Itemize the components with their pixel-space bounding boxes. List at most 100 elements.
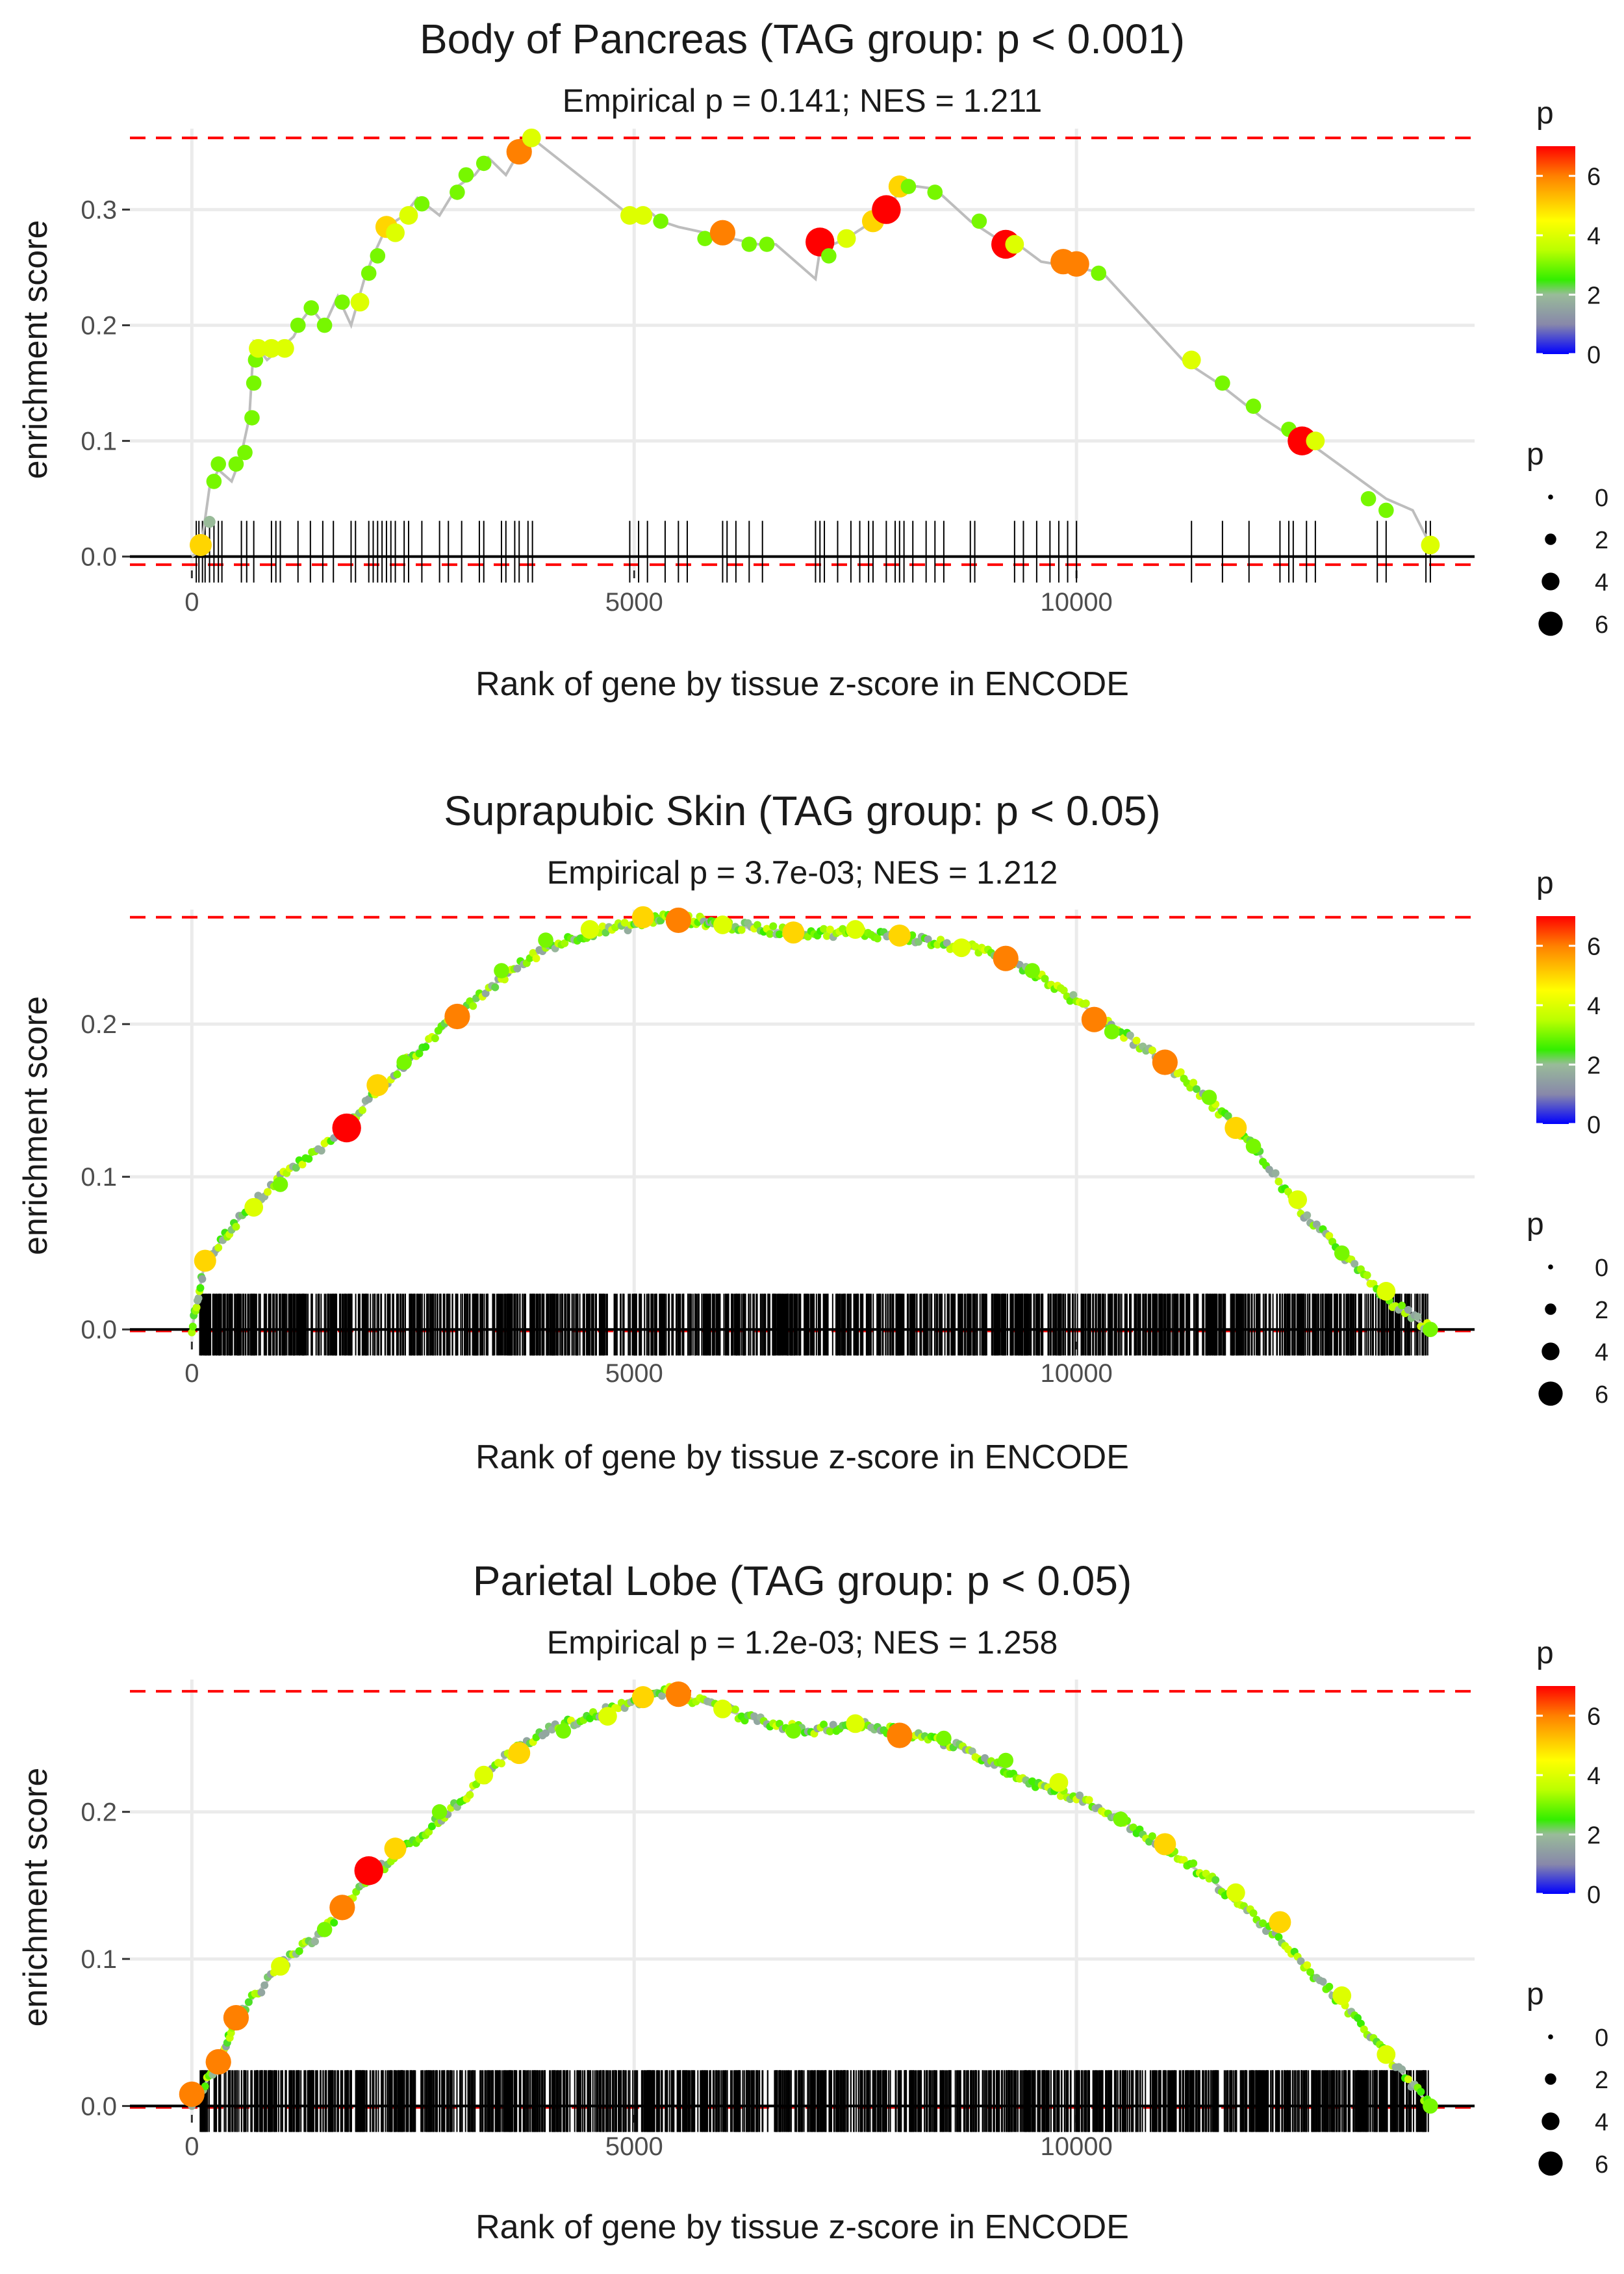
size-legend-label: 6 [1595, 2151, 1608, 2178]
curve-point [1404, 1305, 1412, 1314]
x-axis-title: Rank of gene by tissue z-score in ENCODE [476, 1438, 1129, 1476]
curve-point [1066, 997, 1074, 1005]
curve-point [775, 930, 783, 938]
y-tick-label: 0.3 [81, 196, 117, 225]
gene-point [1245, 1138, 1262, 1155]
curve-point [188, 1328, 196, 1336]
gene-point [633, 206, 653, 225]
y-tick-label: 0.0 [81, 2092, 117, 2121]
gene-point [1377, 2045, 1396, 2064]
gene-point [971, 213, 987, 229]
chart-subtitle: Empirical p = 3.7e-03; NES = 1.212 [547, 854, 1058, 891]
gene-point [1245, 398, 1262, 415]
gene-point [246, 375, 262, 391]
curve-point [481, 989, 490, 997]
curve-point [1275, 1933, 1283, 1941]
size-legend-label: 2 [1595, 1297, 1608, 1324]
curve-point [295, 1947, 303, 1955]
gene-point [1334, 1245, 1350, 1261]
curve-point [753, 921, 761, 929]
gene-point [1423, 1322, 1438, 1338]
gene-point [1063, 251, 1089, 277]
curve-point [1351, 1260, 1359, 1268]
curve-point [298, 1160, 307, 1169]
curve-point [415, 1049, 424, 1058]
y-tick-label: 0.2 [81, 1798, 117, 1827]
curve-point [658, 1692, 666, 1700]
gene-point [952, 938, 971, 958]
gene-rug [199, 1294, 1428, 1356]
x-tick-label: 0 [184, 2132, 199, 2161]
curve-point [1148, 1832, 1156, 1841]
gene-point [709, 220, 736, 246]
y-tick-label: 0.2 [81, 312, 117, 340]
gene-point [1306, 431, 1325, 451]
gene-point [785, 1723, 802, 1739]
curve-point [598, 922, 607, 930]
curve-point [943, 939, 951, 947]
gene-point [1288, 426, 1317, 455]
curve-point [1076, 1791, 1084, 1800]
curve-point [1176, 1068, 1185, 1077]
size-legend-label: 4 [1595, 569, 1608, 596]
curve-point [232, 1223, 240, 1231]
curve-point [431, 1034, 439, 1043]
curve-point [260, 1981, 269, 1989]
gene-point [244, 410, 260, 426]
gene-point [203, 516, 216, 528]
curve-point [188, 1322, 197, 1331]
gene-point [237, 444, 253, 461]
x-tick-label: 10000 [1041, 1359, 1113, 1388]
curve-point [826, 1727, 834, 1735]
gene-point [508, 1742, 531, 1765]
gene-point [206, 474, 222, 489]
curve-point [1249, 1909, 1258, 1917]
color-legend-title: p [1536, 866, 1554, 901]
gene-point [759, 236, 775, 252]
gene-point [1226, 1883, 1245, 1902]
gene-point [210, 456, 226, 472]
curve-point [1303, 1961, 1312, 1969]
gene-point [665, 1681, 691, 1707]
gene-point [386, 223, 405, 242]
curve-point [731, 1706, 739, 1714]
x-tick-label: 0 [184, 588, 199, 617]
curve-point [1085, 1796, 1093, 1804]
size-legend-label: 4 [1595, 2109, 1608, 2136]
gene-point [262, 339, 281, 358]
curve-point [469, 1002, 477, 1010]
gene-point [223, 2005, 249, 2031]
enrichment-curve [190, 1690, 1432, 2107]
gene-point [927, 185, 943, 200]
curve-point [1041, 975, 1049, 983]
curve-point [820, 925, 828, 933]
size-legend-dot [1538, 1381, 1563, 1406]
gene-point [837, 229, 856, 248]
size-legend-label: 2 [1595, 527, 1608, 554]
gene-point [396, 1054, 412, 1070]
gene-point [900, 179, 917, 194]
curve-point [1325, 1982, 1334, 1991]
size-legend-label: 0 [1595, 1255, 1608, 1282]
gene-point [1005, 235, 1024, 254]
curve-point [330, 1919, 338, 1927]
gene-point [620, 206, 639, 225]
chart-panel-2: Suprapubic Skin (TAG group: p < 0.05) Emp… [17, 787, 1608, 1476]
gene-point [249, 339, 268, 358]
gene-point [335, 294, 350, 310]
curve-point [311, 1937, 320, 1946]
gene-point [494, 963, 509, 978]
chart-title: Parietal Lobe (TAG group: p < 0.05) [473, 1557, 1132, 1604]
gene-point [303, 300, 319, 316]
gene-point [1360, 491, 1377, 507]
size-legend-title: p [1527, 1977, 1544, 2012]
size-legend-dot [1548, 494, 1553, 500]
gene-point [271, 1956, 290, 1976]
x-tick-label: 5000 [605, 588, 663, 617]
gene-point [444, 1003, 470, 1030]
curve-point [264, 1188, 272, 1196]
curve-point [1082, 999, 1090, 1008]
curve-point [924, 935, 932, 943]
gene-point [194, 1249, 216, 1272]
